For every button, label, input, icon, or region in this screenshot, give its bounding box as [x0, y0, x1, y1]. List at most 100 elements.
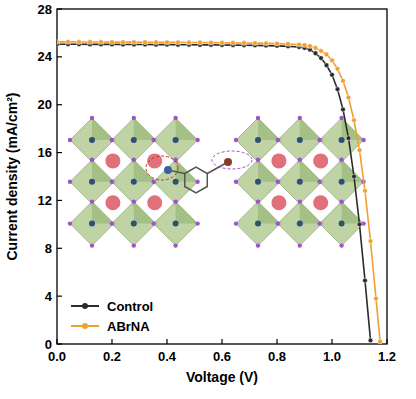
series-marker	[302, 43, 307, 48]
octahedron-face	[176, 202, 198, 224]
octahedron	[154, 202, 198, 246]
x-tick	[111, 339, 112, 344]
y-tick	[57, 8, 62, 9]
halide	[110, 180, 114, 184]
series-marker	[297, 42, 302, 47]
octahedron-face	[176, 160, 198, 182]
series-marker	[176, 40, 181, 45]
octahedron	[236, 118, 280, 162]
series-marker	[346, 136, 351, 141]
b-site	[131, 221, 137, 227]
series-marker	[154, 40, 159, 45]
halide	[68, 221, 72, 225]
series-marker	[132, 40, 137, 45]
y-tick-label: 8	[45, 241, 52, 256]
series-marker	[308, 44, 313, 49]
octahedron	[236, 160, 280, 204]
octahedron-face	[300, 118, 322, 140]
series-marker	[209, 40, 214, 45]
y-tick-label: 24	[38, 49, 53, 64]
y-tick-label: 16	[38, 145, 52, 160]
octahedron	[278, 118, 322, 162]
b-site	[255, 179, 261, 185]
chart-root: 0.00.20.40.60.81.01.20481216202428Voltag…	[0, 0, 416, 399]
x-tick-label: 0.2	[103, 349, 121, 364]
series-marker	[335, 66, 340, 71]
halide	[90, 199, 94, 203]
series-marker	[231, 40, 236, 45]
y-tick-label: 20	[38, 97, 52, 112]
b-site	[173, 221, 179, 227]
series-marker	[357, 148, 362, 153]
halide	[339, 243, 343, 247]
series-marker	[275, 41, 280, 46]
halide	[132, 116, 136, 120]
halide	[151, 180, 155, 184]
y-tick-label: 0	[45, 337, 52, 352]
a-site	[313, 195, 328, 210]
b-site	[339, 221, 345, 227]
b-site	[131, 179, 137, 185]
series-marker	[374, 296, 379, 301]
octahedron	[112, 160, 156, 204]
halide	[339, 116, 343, 120]
b-site	[131, 137, 137, 143]
halide	[361, 138, 365, 142]
a-site	[147, 195, 162, 210]
series-marker	[88, 40, 93, 45]
series-marker	[341, 78, 346, 83]
octahedron	[112, 118, 156, 162]
series-marker	[253, 41, 258, 46]
x-tick	[221, 339, 222, 344]
x-tick-label: 1.2	[378, 349, 396, 364]
series-marker	[341, 107, 346, 112]
series-marker	[187, 40, 192, 45]
b-site	[339, 137, 345, 143]
a-site	[105, 195, 120, 210]
halide	[90, 158, 94, 162]
octahedron-face	[134, 118, 156, 140]
series-marker	[286, 42, 291, 47]
halide	[132, 158, 136, 162]
halide	[298, 199, 302, 203]
series-marker	[346, 95, 351, 100]
legend-swatch-marker	[82, 323, 88, 329]
octahedron	[154, 160, 198, 204]
octahedron	[236, 202, 280, 246]
legend-label: Control	[107, 299, 153, 314]
series-marker	[357, 222, 362, 227]
y-tick	[57, 56, 62, 57]
series-marker	[363, 188, 368, 193]
y-tick	[57, 296, 62, 297]
y-tick	[57, 343, 62, 344]
series-marker	[66, 40, 71, 45]
halide	[256, 116, 260, 120]
octahedron-face	[258, 118, 280, 140]
halide	[298, 158, 302, 162]
halide	[234, 138, 238, 142]
halide	[317, 221, 321, 225]
series-marker	[57, 40, 59, 45]
y-tick	[57, 104, 62, 105]
b-site	[339, 179, 345, 185]
y-tick	[57, 152, 62, 153]
b-site	[89, 221, 95, 227]
legend-label: ABrNA	[107, 319, 150, 334]
halide	[151, 138, 155, 142]
halide	[339, 158, 343, 162]
series-marker	[330, 72, 335, 77]
b-site	[89, 179, 95, 185]
series-marker	[319, 48, 324, 53]
series-marker	[99, 40, 104, 45]
halide	[151, 221, 155, 225]
series-marker	[143, 40, 148, 45]
b-site	[297, 221, 303, 227]
series-marker	[313, 51, 318, 56]
highlight	[146, 156, 178, 180]
halide	[276, 138, 280, 142]
series-marker	[368, 338, 373, 343]
octahedron-face	[342, 202, 364, 224]
series-marker	[378, 339, 383, 344]
y-tick	[57, 248, 62, 249]
x-axis-title: Voltage (V)	[186, 369, 258, 385]
